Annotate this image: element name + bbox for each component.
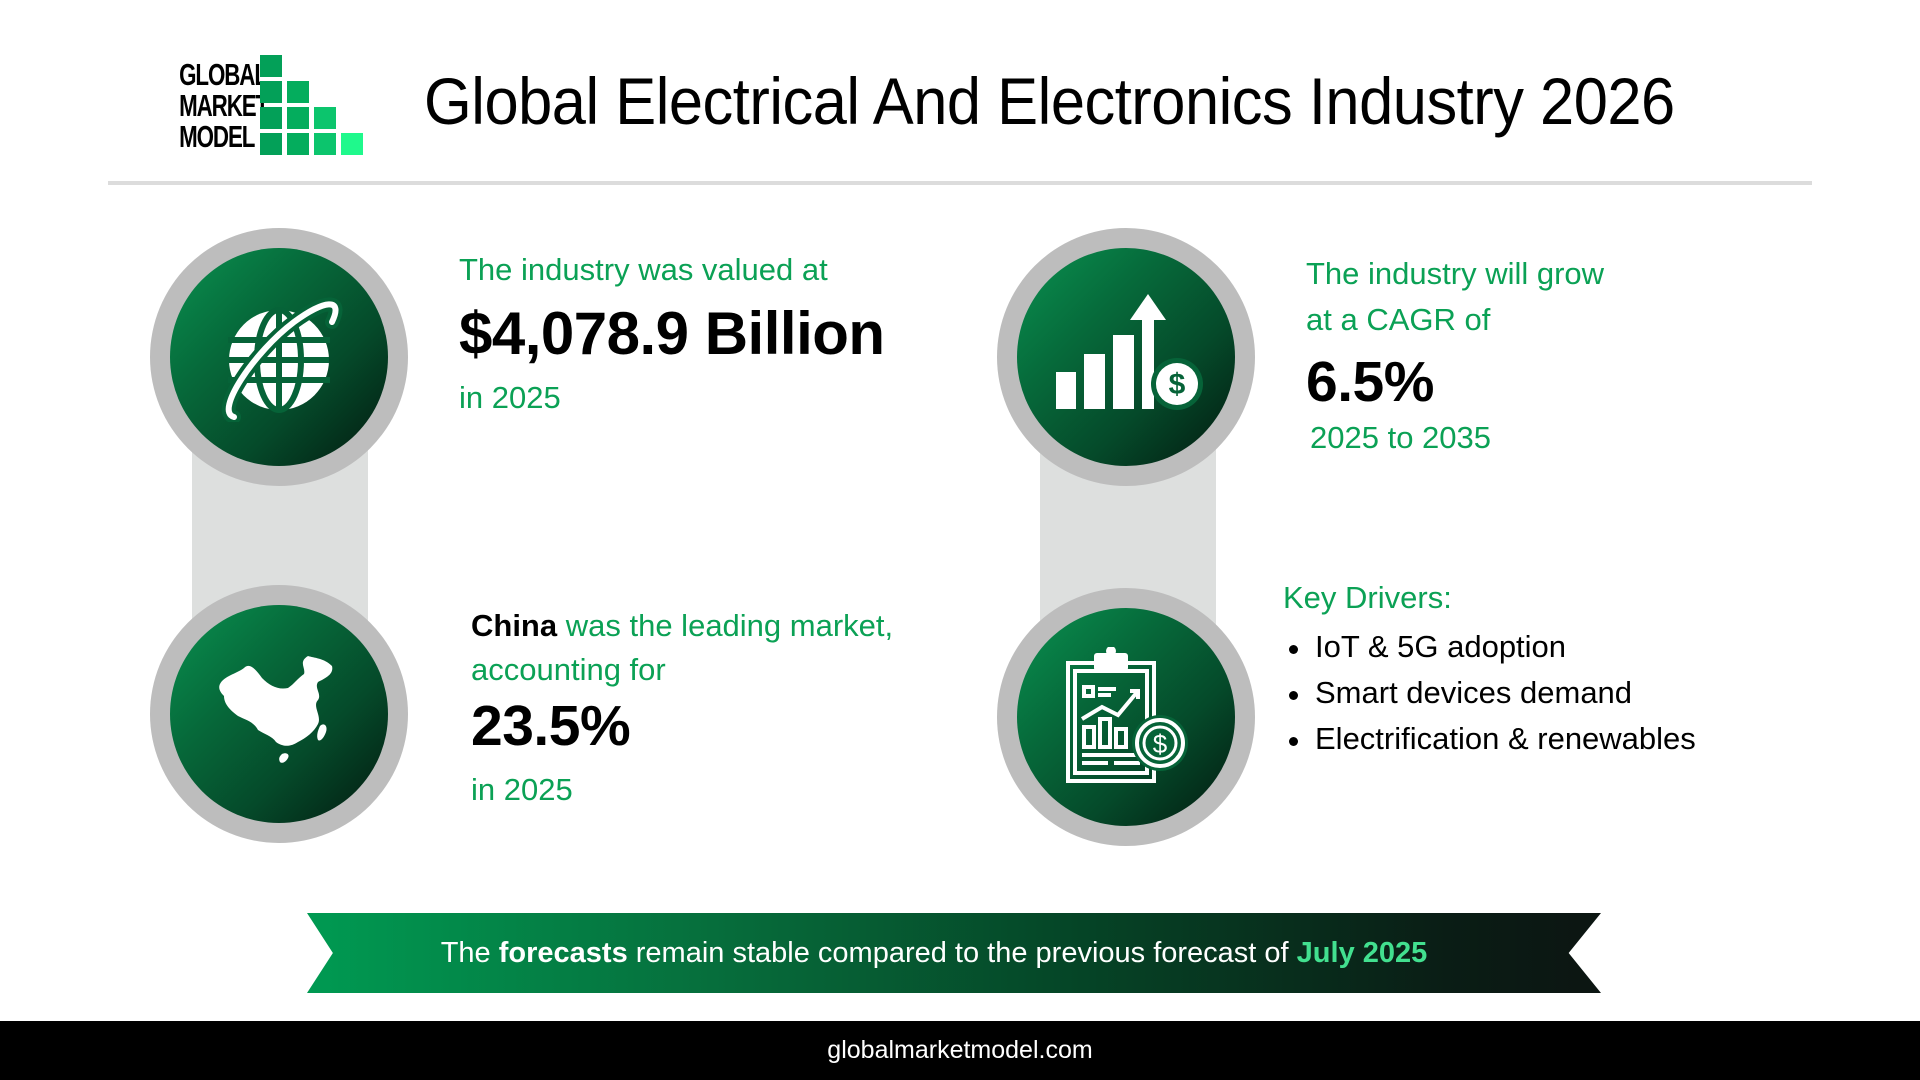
logo-line-3: MODEL — [179, 119, 255, 154]
footer: globalmarketmodel.com — [0, 1021, 1920, 1080]
valuation-value: $4,078.9 Billion — [459, 300, 885, 367]
china-map-icon — [219, 656, 333, 763]
bar-chart-arrow-dollar-icon: $ — [1056, 294, 1203, 410]
banner-bold: forecasts — [498, 936, 628, 969]
driver-item: Smart devices demand — [1283, 670, 1696, 716]
banner-middle: remain stable compared to the previous f… — [627, 936, 1297, 969]
banner-highlight-date: July 2025 — [1296, 936, 1428, 969]
leading-market-value: 23.5% — [471, 694, 631, 758]
valuation-block: The industry was valued at $4,078.9 Bill… — [459, 250, 885, 418]
driver-item: IoT & 5G adoption — [1283, 624, 1696, 670]
leading-market-country: China — [471, 608, 558, 643]
logo-line-2: MARKET — [179, 88, 269, 123]
clipboard-report-dollar-icon: $ — [1066, 647, 1188, 783]
brand-logo: GLOBAL MARKET MODEL — [150, 55, 370, 160]
svg-text:$: $ — [1169, 368, 1186, 401]
leading-market-intro: China was the leading market, — [471, 606, 893, 646]
drivers-title: Key Drivers: — [1283, 580, 1452, 615]
drivers-list: IoT & 5G adoption Smart devices demand E… — [1283, 624, 1696, 762]
growth-block: The industry will grow at a CAGR of 6.5%… — [1306, 254, 1604, 458]
globe-orbit-icon — [221, 297, 343, 422]
growth-intro-line2: at a CAGR of — [1306, 302, 1491, 337]
drivers-badge: $ — [997, 588, 1255, 846]
drivers-block: Key Drivers: IoT & 5G adoption Smart dev… — [1283, 578, 1696, 762]
banner-prefix: The — [440, 936, 499, 969]
valuation-period: in 2025 — [459, 380, 561, 415]
valuation-badge — [150, 228, 408, 486]
header-divider — [108, 181, 1812, 185]
leading-market-period: in 2025 — [471, 772, 573, 807]
leading-market-block: China was the leading market, accounting… — [471, 606, 893, 810]
leading-market-intro-line2: accounting for — [471, 652, 666, 687]
logo-staircase-icon — [260, 55, 370, 160]
forecast-banner: The forecasts remain stable compared to … — [307, 913, 1601, 993]
growth-badge: $ — [997, 228, 1255, 486]
driver-item: Electrification & renewables — [1283, 716, 1696, 762]
forecast-banner-text: The forecasts remain stable compared to … — [307, 913, 1601, 993]
valuation-intro: The industry was valued at — [459, 252, 828, 287]
footer-site-link[interactable]: globalmarketmodel.com — [827, 1036, 1093, 1064]
leading-market-intro-rest: was the leading market, — [557, 608, 894, 643]
logo-wordmark: GLOBAL MARKET MODEL — [179, 57, 269, 154]
svg-text:$: $ — [1153, 729, 1168, 759]
page-title: Global Electrical And Electronics Indust… — [424, 64, 1675, 138]
leading-market-badge — [150, 585, 408, 843]
growth-period: 2025 to 2035 — [1310, 420, 1492, 455]
growth-intro-line1: The industry will grow — [1306, 256, 1605, 291]
logo-line-1: GLOBAL — [179, 57, 268, 92]
growth-value: 6.5% — [1306, 350, 1434, 414]
